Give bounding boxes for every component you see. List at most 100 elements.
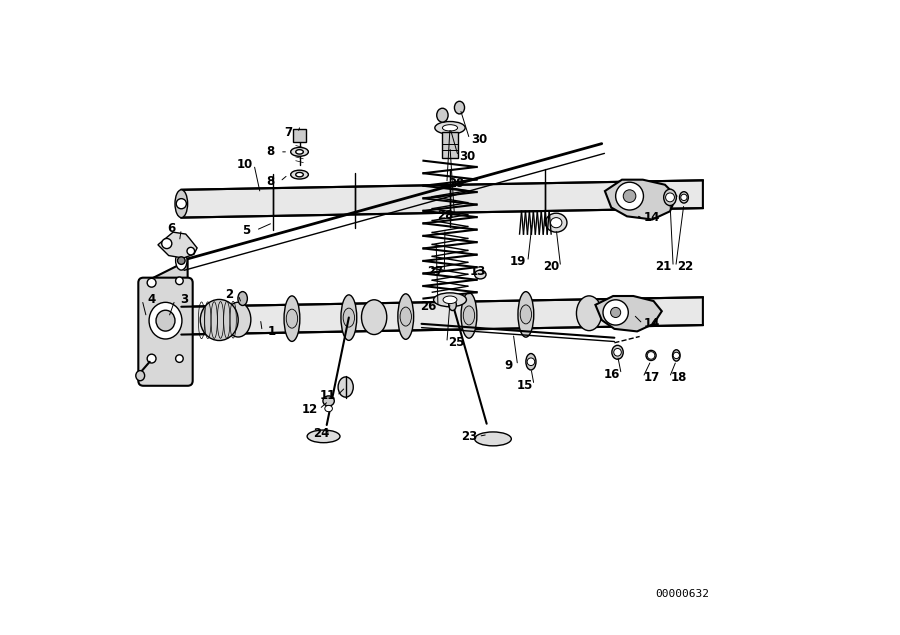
Ellipse shape xyxy=(461,293,477,338)
Ellipse shape xyxy=(443,124,457,131)
Text: 28: 28 xyxy=(436,208,453,222)
Ellipse shape xyxy=(343,308,355,327)
Ellipse shape xyxy=(434,293,466,307)
Text: 11: 11 xyxy=(320,389,336,403)
Text: 00000632: 00000632 xyxy=(656,589,710,599)
Polygon shape xyxy=(181,297,703,335)
Text: 8: 8 xyxy=(266,145,274,158)
Circle shape xyxy=(162,239,172,248)
Text: 13: 13 xyxy=(470,265,486,279)
Ellipse shape xyxy=(136,371,145,381)
Text: 10: 10 xyxy=(237,158,253,171)
Ellipse shape xyxy=(398,294,414,339)
Ellipse shape xyxy=(518,291,534,337)
Circle shape xyxy=(603,300,628,325)
Ellipse shape xyxy=(443,296,457,304)
Ellipse shape xyxy=(341,295,356,340)
Ellipse shape xyxy=(672,350,680,361)
Ellipse shape xyxy=(551,218,562,228)
Text: 15: 15 xyxy=(517,378,533,392)
Text: 27: 27 xyxy=(427,265,443,279)
Ellipse shape xyxy=(435,121,465,134)
Circle shape xyxy=(680,194,687,201)
Ellipse shape xyxy=(291,147,309,156)
Circle shape xyxy=(527,358,535,366)
Ellipse shape xyxy=(464,306,474,325)
Text: 17: 17 xyxy=(644,371,661,384)
Ellipse shape xyxy=(156,311,175,331)
Bar xyxy=(293,129,306,142)
Circle shape xyxy=(623,190,636,203)
Circle shape xyxy=(666,193,674,202)
Ellipse shape xyxy=(436,108,448,122)
Text: 4: 4 xyxy=(148,293,156,306)
Ellipse shape xyxy=(449,299,456,311)
Ellipse shape xyxy=(474,432,511,446)
Circle shape xyxy=(176,277,184,284)
Text: 26: 26 xyxy=(420,300,436,313)
Text: 18: 18 xyxy=(670,371,687,384)
Circle shape xyxy=(176,355,184,363)
Ellipse shape xyxy=(520,305,532,324)
Text: 12: 12 xyxy=(302,403,318,416)
FancyBboxPatch shape xyxy=(139,277,193,386)
Text: 6: 6 xyxy=(167,222,176,236)
Ellipse shape xyxy=(526,354,536,370)
Circle shape xyxy=(614,349,621,356)
Ellipse shape xyxy=(362,300,387,335)
Text: 29: 29 xyxy=(448,177,464,190)
Circle shape xyxy=(176,199,186,209)
Ellipse shape xyxy=(286,309,298,328)
Text: 22: 22 xyxy=(677,260,693,274)
Circle shape xyxy=(610,307,621,318)
Ellipse shape xyxy=(400,307,411,326)
Polygon shape xyxy=(143,260,187,381)
Text: 14: 14 xyxy=(644,318,661,330)
Text: 3: 3 xyxy=(180,293,188,306)
Text: 9: 9 xyxy=(504,359,512,372)
Ellipse shape xyxy=(646,351,656,361)
Polygon shape xyxy=(181,180,703,218)
Text: 8: 8 xyxy=(266,175,274,188)
Ellipse shape xyxy=(576,296,602,331)
Ellipse shape xyxy=(454,101,464,114)
Text: 2: 2 xyxy=(225,288,233,301)
Ellipse shape xyxy=(325,405,332,411)
Ellipse shape xyxy=(296,150,303,154)
Polygon shape xyxy=(605,180,676,220)
Text: 24: 24 xyxy=(313,427,329,440)
Ellipse shape xyxy=(226,302,251,337)
Circle shape xyxy=(148,354,156,363)
Ellipse shape xyxy=(201,300,239,340)
Ellipse shape xyxy=(176,251,187,270)
Text: 1: 1 xyxy=(267,325,275,338)
Bar xyxy=(443,131,457,158)
Ellipse shape xyxy=(663,189,676,206)
Text: 19: 19 xyxy=(510,255,526,269)
Circle shape xyxy=(616,182,644,210)
Circle shape xyxy=(148,278,156,287)
Ellipse shape xyxy=(291,170,309,179)
Polygon shape xyxy=(158,232,197,258)
Text: 23: 23 xyxy=(461,430,477,443)
Ellipse shape xyxy=(612,345,623,359)
Ellipse shape xyxy=(238,291,248,305)
Text: 20: 20 xyxy=(543,260,559,274)
Ellipse shape xyxy=(545,213,567,232)
Ellipse shape xyxy=(284,296,300,342)
Circle shape xyxy=(187,247,194,255)
Ellipse shape xyxy=(323,396,334,406)
Ellipse shape xyxy=(474,270,486,279)
Text: 5: 5 xyxy=(242,224,250,237)
Ellipse shape xyxy=(338,377,354,397)
Text: 14: 14 xyxy=(644,211,661,224)
Text: 21: 21 xyxy=(655,260,671,274)
Text: 30: 30 xyxy=(460,150,476,163)
Circle shape xyxy=(177,257,185,264)
Ellipse shape xyxy=(680,192,688,203)
Text: 30: 30 xyxy=(471,133,487,145)
Ellipse shape xyxy=(175,190,187,218)
Ellipse shape xyxy=(149,302,182,339)
Polygon shape xyxy=(596,296,662,331)
Ellipse shape xyxy=(296,173,303,177)
